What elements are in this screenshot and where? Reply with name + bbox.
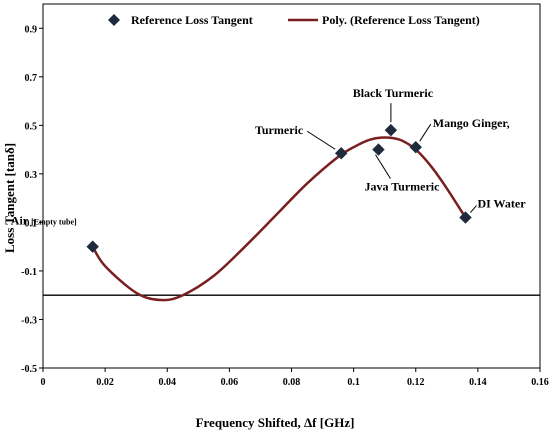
x-tick-label: 0.08 <box>283 377 301 388</box>
annotation-label: Java Turmeric <box>364 180 440 194</box>
annotation-label-text: DI Water <box>477 197 526 211</box>
x-tick-label: 0.04 <box>159 377 177 388</box>
plot-area <box>43 123 540 302</box>
annotation-leader-line <box>419 123 432 142</box>
x-axis-title: Frequency Shifted, Δf [GHz] <box>196 415 355 430</box>
y-tick-label: -0.1 <box>21 267 37 278</box>
y-tick-label: 0.7 <box>25 73 38 84</box>
data-point-diamond <box>459 211 472 224</box>
legend: Reference Loss Tangent Poly. (Reference … <box>108 13 480 27</box>
x-tick-label: 0.06 <box>221 377 239 388</box>
y-tick-label: -0.3 <box>21 315 37 326</box>
annotation-sublabel: [Empty tube] <box>31 218 77 227</box>
annotation-label-text: Java Turmeric <box>364 180 440 194</box>
annotation-label: Turmeric <box>255 123 304 137</box>
data-point-diamond <box>334 146 348 160</box>
x-tick-label: 0.14 <box>469 377 487 388</box>
annotation-label: Mango Ginger, <box>433 116 510 130</box>
data-point-diamond <box>86 240 100 254</box>
axes: 0 0.02 0.04 0.06 0.08 0.1 0.12 0.14 0.16 -0.5 -0.3… <box>21 3 549 388</box>
annotation-label-text: Turmeric <box>255 123 304 137</box>
annotation-label-text: Mango Ginger, <box>433 116 510 130</box>
y-tick-label: 0.3 <box>25 170 38 181</box>
annotation-label: Air [Empty tube] <box>11 214 77 228</box>
y-tick-label: 0.9 <box>25 24 38 35</box>
legend-diamond-marker <box>108 14 120 26</box>
data-point-diamond <box>384 123 398 137</box>
y-tick-label: -0.5 <box>21 364 37 375</box>
y-axis-title: Loss Tangent [tanδ] <box>2 143 17 253</box>
annotation-leader-line <box>470 205 477 213</box>
legend-label-poly: Poly. (Reference Loss Tangent) <box>322 13 480 27</box>
annotation-label-text: Air <box>11 214 29 228</box>
x-tick-label: 0.1 <box>347 377 360 388</box>
annotation-label-text: Black Turmeric <box>353 86 434 100</box>
x-tick-label: 0.16 <box>531 377 549 388</box>
annotation-leader-line <box>375 154 391 179</box>
annotation-label: DI Water <box>477 197 526 211</box>
x-tick-label: 0.02 <box>96 377 114 388</box>
y-tick-label: 0.5 <box>25 121 38 132</box>
x-tick-label: 0.12 <box>407 377 425 388</box>
annotations: Air [Empty tube] Turmeric Java Turmeric Blac… <box>11 86 526 227</box>
legend-label-reference: Reference Loss Tangent <box>131 13 253 27</box>
data-point-diamond <box>372 143 385 156</box>
annotation-label: Black Turmeric <box>353 86 434 100</box>
data-point-diamond <box>409 140 423 154</box>
annotation-leader-line <box>306 130 336 150</box>
x-tick-label: 0 <box>41 377 46 388</box>
y-tick-label: 0.1 <box>25 218 38 229</box>
